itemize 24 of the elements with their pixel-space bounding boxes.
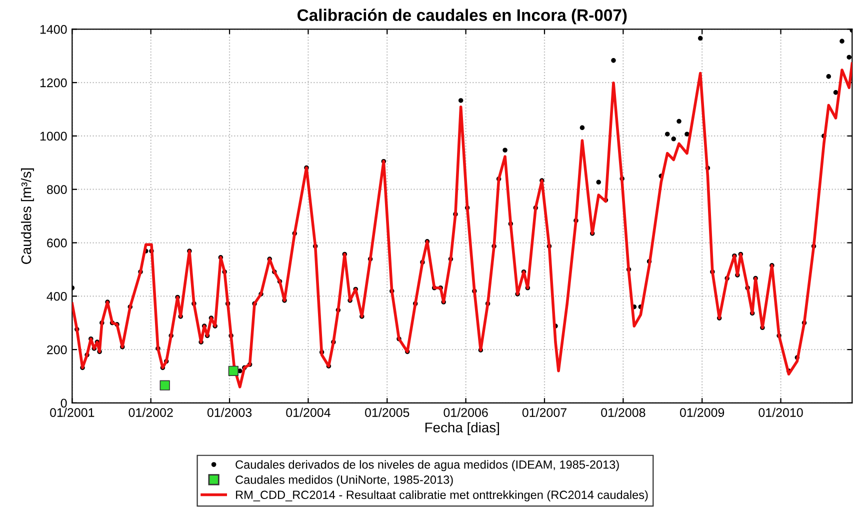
x-tick-label: 01/2005 (365, 408, 410, 417)
y-tick-label: 1000 (40, 132, 67, 141)
x-tick-label: 01/2001 (50, 408, 94, 417)
chart-title: Calibración de caudales en Incora (R-007) (298, 8, 627, 24)
x-tick-label: 01/2010 (758, 408, 803, 417)
x-tick-label: 01/2009 (680, 408, 724, 417)
y-tick-label: 600 (47, 238, 67, 248)
x-axis-title: Fecha [dias] (425, 422, 499, 436)
x-tick-label: 01/2004 (286, 408, 330, 417)
legend-label: Caudales derivados de los niveles de agua medidos (IDEAM, 1985-2013) (236, 460, 619, 472)
y-tick-label: 800 (46, 185, 67, 194)
x-tick-label: 01/2002 (128, 408, 173, 417)
y-tick-label: 0 (60, 398, 67, 408)
y-tick-label: 1400 (40, 24, 67, 34)
x-tick-label: 01/2006 (444, 408, 488, 417)
x-tick-label: 01/2008 (601, 408, 646, 417)
y-axis-title: Caudales [m³/s] (20, 168, 34, 264)
x-tick-label: 01/2007 (522, 408, 566, 417)
legend-label: Caudales medidos (UniNorte, 1985-2013) (236, 475, 453, 486)
y-tick-label: 200 (47, 345, 67, 354)
legend-label: RM_CDD_RC2014 - Resultaat calibratie met onttrekkingen (RC2014 caudales) (236, 490, 648, 502)
y-tick-label: 1200 (40, 78, 67, 88)
x-tick-label: 01/2003 (207, 408, 252, 417)
y-tick-label: 400 (46, 292, 67, 301)
